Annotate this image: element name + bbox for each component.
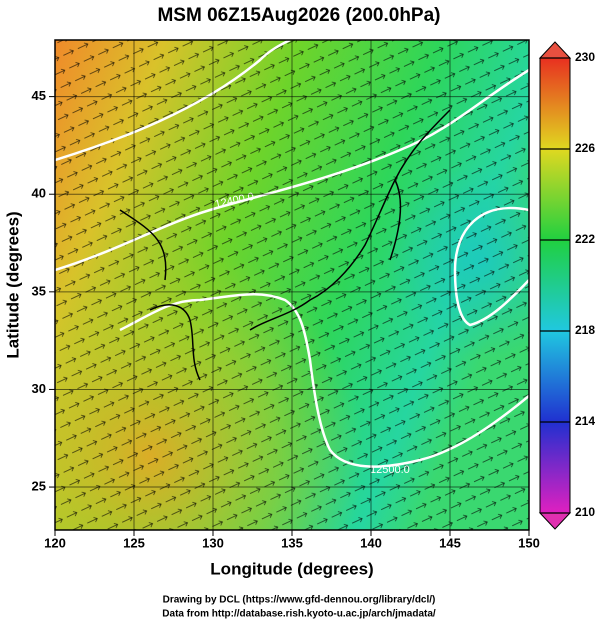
x-tick-label: 140 [360,535,382,550]
title: MSM 06Z15Aug2026 (200.0hPa) [157,5,440,26]
x-tick-label: 130 [202,535,224,550]
y-tick-label: 45 [32,88,46,103]
x-tick-label: 145 [439,535,461,550]
colorbar-tick-label: 210 [575,505,595,519]
x-axis-label: Longitude (degrees) [210,559,373,578]
colorbar-tick-label: 214 [575,414,595,428]
x-tick-label: 120 [44,535,66,550]
y-tick-label: 40 [32,186,46,201]
footer-line: Drawing by DCL (https://www.gfd-dennou.o… [163,595,436,606]
contour-line [55,68,529,272]
contour-line [55,40,291,162]
colorbar-max-arrow [538,41,572,59]
colorbar-tick-label: 218 [575,323,595,337]
y-axis-label: Latitude (degrees) [3,211,22,358]
x-tick-label: 135 [281,535,303,550]
coastline [119,209,201,381]
contour-label: 12500.0 [370,464,410,476]
colorbar [539,57,571,514]
y-tick-label: 25 [32,478,46,493]
footer-line: Data from http://database.rish.kyoto-u.a… [162,609,436,620]
x-tick-label: 150 [518,535,540,550]
colorbar-tick-label: 230 [575,50,595,64]
contour-line [453,206,529,327]
x-tick-label: 125 [123,535,145,550]
y-tick-label: 35 [32,283,46,298]
contour-line [119,292,529,468]
colorbar-tick-label: 226 [575,141,595,155]
colorbar-min-arrow [538,512,572,530]
colorbar-tick-label: 222 [575,232,595,246]
y-tick-label: 30 [32,381,46,396]
